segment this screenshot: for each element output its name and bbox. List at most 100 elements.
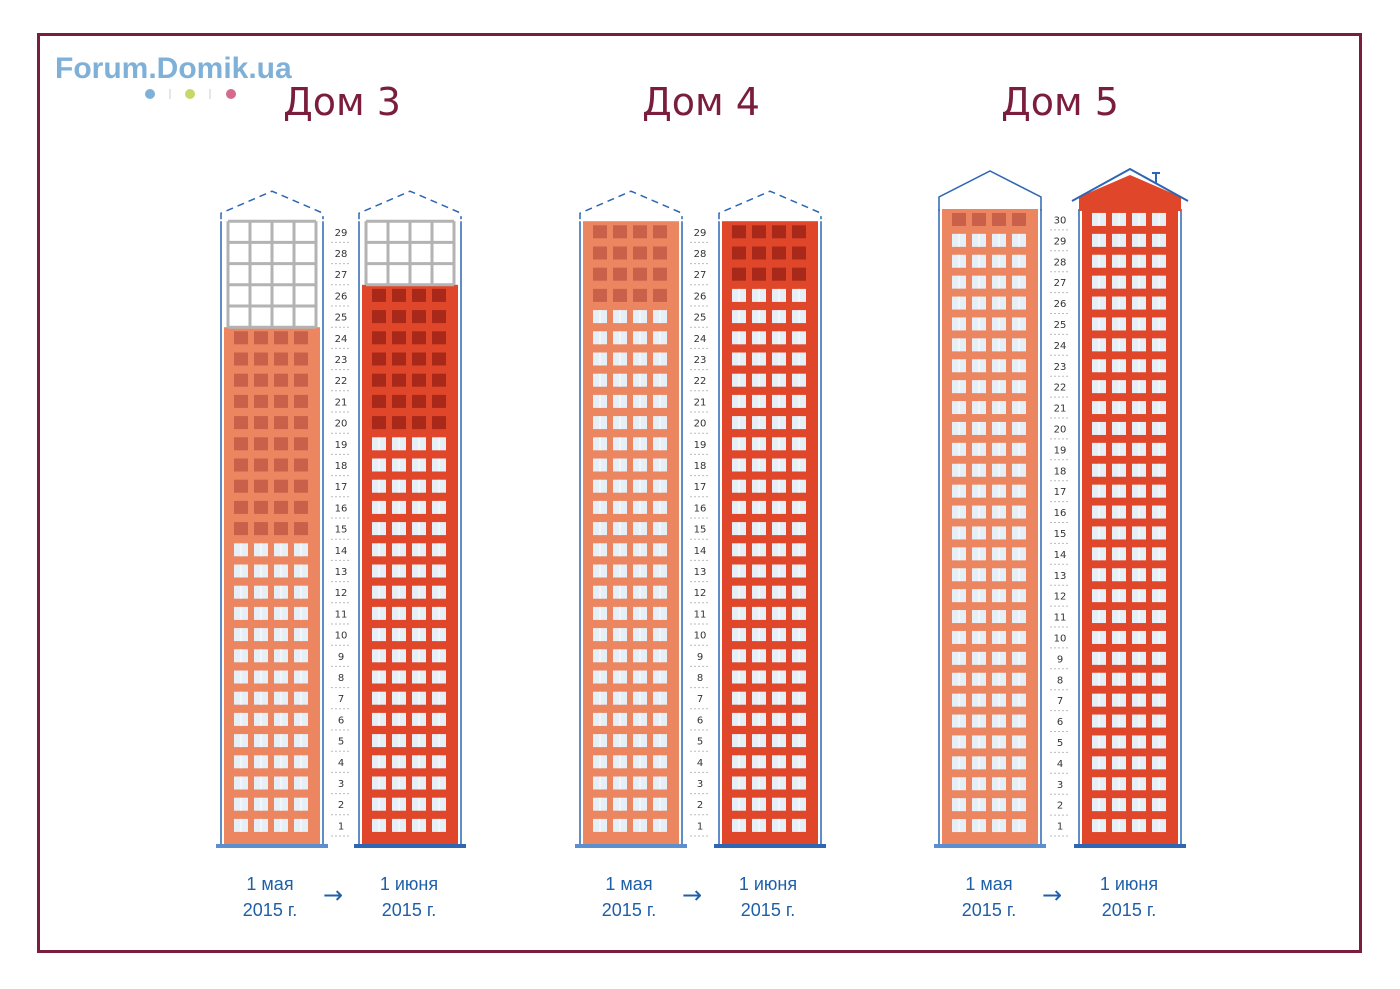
unglazed-window <box>633 288 647 302</box>
floor-number: 26 <box>1054 299 1067 310</box>
unglazed-window <box>752 246 766 260</box>
floor-number: 4 <box>1057 759 1063 770</box>
logo-dot-blue <box>145 89 155 99</box>
unglazed-window <box>254 373 268 387</box>
date-line: 2015 г. <box>242 900 298 920</box>
unglazed-window <box>234 394 248 408</box>
logo-dot-green <box>185 89 195 99</box>
floor-number: 18 <box>335 461 348 472</box>
floor-number: 2 <box>338 800 344 811</box>
unglazed-window <box>254 479 268 493</box>
unglazed-window <box>1012 212 1026 226</box>
roof-planned <box>220 190 324 220</box>
site-logo: Forum.Domik.ua <box>55 52 292 85</box>
floor-number: 26 <box>335 291 348 302</box>
floor-number: 7 <box>1057 696 1063 707</box>
unglazed-window <box>234 352 248 366</box>
unglazed-window <box>372 416 386 430</box>
unglazed-window <box>412 352 426 366</box>
unbuilt-frame-grid <box>226 219 318 329</box>
unglazed-window <box>372 373 386 387</box>
unglazed-window <box>392 310 406 324</box>
unglazed-window <box>432 310 446 324</box>
date-label-may: 1 мая 2015 г. <box>579 871 679 923</box>
floor-number: 17 <box>335 482 348 493</box>
roof-planned <box>718 190 822 220</box>
floor-number: 3 <box>338 779 344 790</box>
date-line: 2015 г. <box>1101 900 1157 920</box>
floor-number: 24 <box>1054 341 1067 352</box>
unglazed-window <box>412 331 426 345</box>
floor-number: 14 <box>1054 550 1067 561</box>
unglazed-window <box>234 437 248 451</box>
unglazed-window <box>412 394 426 408</box>
unglazed-window <box>732 267 746 281</box>
unglazed-window <box>294 416 308 430</box>
building-june-1 <box>714 190 826 848</box>
unglazed-window <box>392 373 406 387</box>
unglazed-window <box>732 225 746 239</box>
floor-number: 26 <box>694 291 707 302</box>
floor-number: 14 <box>335 546 348 557</box>
floor-number: 16 <box>335 503 348 514</box>
unglazed-window <box>653 288 667 302</box>
date-line: 1 июня <box>738 874 798 894</box>
unglazed-window <box>992 212 1006 226</box>
floor-number: 18 <box>694 461 707 472</box>
floor-number: 25 <box>694 313 707 324</box>
date-line: 2015 г. <box>961 900 1017 920</box>
date-label-may: 1 мая 2015 г. <box>939 871 1039 923</box>
unglazed-window <box>274 416 288 430</box>
floor-number: 13 <box>1054 571 1067 582</box>
roof-filled <box>1079 175 1181 211</box>
floor-number: 5 <box>697 737 703 748</box>
unglazed-window <box>234 522 248 536</box>
floor-number: 1 <box>1057 822 1063 833</box>
floor-number: 15 <box>1054 529 1067 540</box>
floor-number: 5 <box>1057 738 1063 749</box>
floor-number: 8 <box>1057 675 1063 686</box>
floor-number: 2 <box>1057 801 1063 812</box>
floor-number: 3 <box>1057 780 1063 791</box>
unglazed-window <box>372 352 386 366</box>
floor-number: 9 <box>338 652 344 663</box>
floor-number: 12 <box>335 588 348 599</box>
unglazed-window <box>254 458 268 472</box>
floor-number: 5 <box>338 737 344 748</box>
floor-number: 11 <box>335 609 348 620</box>
unglazed-window <box>633 225 647 239</box>
floor-number: 4 <box>338 758 344 769</box>
unglazed-window <box>392 394 406 408</box>
unglazed-window <box>432 331 446 345</box>
floor-number: 12 <box>694 588 707 599</box>
unglazed-window <box>294 331 308 345</box>
unglazed-window <box>274 522 288 536</box>
house-title-3: Дом 3 <box>283 80 401 124</box>
unglazed-window <box>772 267 786 281</box>
unglazed-window <box>392 416 406 430</box>
floor-number: 22 <box>335 376 348 387</box>
unglazed-window <box>593 246 607 260</box>
unglazed-window <box>274 500 288 514</box>
unglazed-window <box>653 225 667 239</box>
floor-number: 30 <box>1054 215 1067 226</box>
floor-number: 27 <box>694 270 707 281</box>
unglazed-window <box>372 310 386 324</box>
floor-number: 23 <box>335 355 348 366</box>
date-line: 2015 г. <box>601 900 657 920</box>
floor-number: 24 <box>335 334 348 345</box>
unglazed-window <box>593 288 607 302</box>
infographic-frame <box>37 33 1362 953</box>
floor-number: 1 <box>338 821 344 832</box>
floor-number: 23 <box>694 355 707 366</box>
unglazed-window <box>392 331 406 345</box>
floor-number: 17 <box>1054 487 1067 498</box>
floor-number: 14 <box>694 546 707 557</box>
floor-number: 17 <box>694 482 707 493</box>
floor-number: 16 <box>1054 508 1067 519</box>
roof-outline <box>938 170 1042 211</box>
unglazed-window <box>593 267 607 281</box>
unglazed-window <box>432 373 446 387</box>
unglazed-window <box>294 479 308 493</box>
